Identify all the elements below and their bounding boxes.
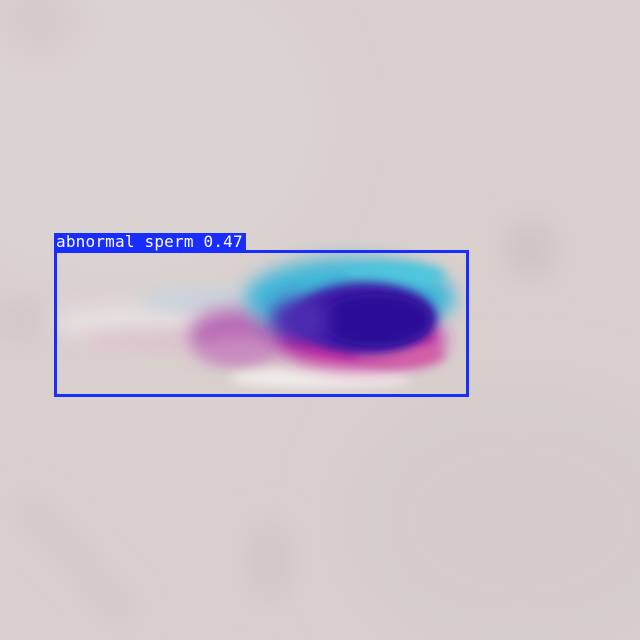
detection-label: abnormal sperm 0.47 [54,233,246,251]
detection-bounding-box [54,250,469,397]
detection-confidence: 0.47 [203,232,243,251]
detection-class: abnormal sperm [56,232,194,251]
